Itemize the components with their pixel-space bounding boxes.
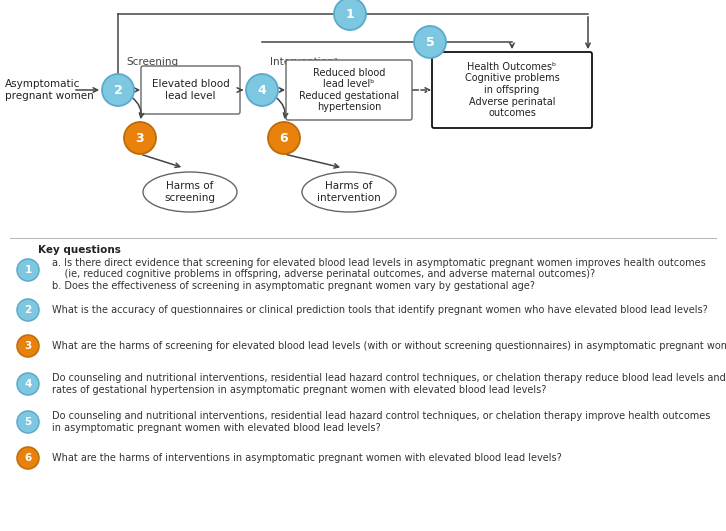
FancyBboxPatch shape [432, 52, 592, 128]
Circle shape [17, 373, 39, 395]
Text: Harms of
intervention: Harms of intervention [317, 181, 381, 203]
Circle shape [17, 335, 39, 357]
Text: What are the harms of screening for elevated blood lead levels (with or without : What are the harms of screening for elev… [52, 341, 726, 351]
Text: 6: 6 [280, 132, 288, 144]
FancyBboxPatch shape [141, 66, 240, 114]
Ellipse shape [143, 172, 237, 212]
Text: Do counseling and nutritional interventions, residential lead hazard control tec: Do counseling and nutritional interventi… [52, 373, 726, 383]
Circle shape [17, 259, 39, 281]
Text: Elevated blood
lead level: Elevated blood lead level [152, 79, 229, 101]
Text: Do counseling and nutritional interventions, residential lead hazard control tec: Do counseling and nutritional interventi… [52, 411, 710, 421]
Text: 4: 4 [258, 83, 266, 97]
Circle shape [17, 411, 39, 433]
Text: a. Is there direct evidence that screening for elevated blood lead levels in asy: a. Is there direct evidence that screeni… [52, 258, 706, 268]
Circle shape [102, 74, 134, 106]
Text: Key questions: Key questions [38, 245, 121, 255]
Text: What are the harms of interventions in asymptomatic pregnant women with elevated: What are the harms of interventions in a… [52, 453, 562, 463]
Text: in asymptomatic pregnant women with elevated blood lead levels?: in asymptomatic pregnant women with elev… [52, 423, 380, 433]
Text: b. Does the effectiveness of screening in asymptomatic pregnant women vary by ge: b. Does the effectiveness of screening i… [52, 281, 535, 291]
Text: Interventionᵃ: Interventionᵃ [270, 57, 338, 67]
Text: Screening: Screening [126, 57, 178, 67]
FancyBboxPatch shape [286, 60, 412, 120]
Text: Harms of
screening: Harms of screening [165, 181, 216, 203]
Circle shape [414, 26, 446, 58]
Text: 2: 2 [25, 305, 32, 315]
Circle shape [124, 122, 156, 154]
Text: 1: 1 [25, 265, 32, 275]
Text: (ie, reduced cognitive problems in offspring, adverse perinatal outcomes, and ad: (ie, reduced cognitive problems in offsp… [52, 269, 595, 279]
Text: 4: 4 [24, 379, 32, 389]
Circle shape [334, 0, 366, 30]
Circle shape [246, 74, 278, 106]
Text: rates of gestational hypertension in asymptomatic pregnant women with elevated b: rates of gestational hypertension in asy… [52, 385, 547, 395]
Text: 5: 5 [425, 36, 434, 48]
Text: 6: 6 [25, 453, 32, 463]
Text: 3: 3 [25, 341, 32, 351]
Text: Asymptomatic
pregnant women: Asymptomatic pregnant women [5, 79, 94, 101]
Text: Reduced blood
lead levelᵇ
Reduced gestational
hypertension: Reduced blood lead levelᵇ Reduced gestat… [299, 67, 399, 113]
Text: 5: 5 [25, 417, 32, 427]
Circle shape [268, 122, 300, 154]
Circle shape [17, 447, 39, 469]
Ellipse shape [302, 172, 396, 212]
Text: 3: 3 [136, 132, 144, 144]
Circle shape [17, 299, 39, 321]
Text: What is the accuracy of questionnaires or clinical prediction tools that identif: What is the accuracy of questionnaires o… [52, 305, 708, 315]
Text: Health Outcomesᵇ
Cognitive problems
in offspring
Adverse perinatal
outcomes: Health Outcomesᵇ Cognitive problems in o… [465, 62, 559, 118]
Text: 1: 1 [346, 7, 354, 21]
Text: 2: 2 [114, 83, 123, 97]
